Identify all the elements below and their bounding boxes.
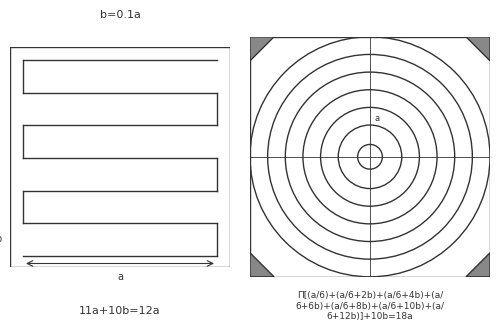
Polygon shape [250, 253, 274, 277]
Text: a: a [117, 272, 123, 282]
Text: Π[(a/6)+(a/6+2b)+(a/6+4b)+(a/
6+6b)+(a/6+8b)+(a/6+10b)+(a/
6+12b)]+10b=18a: Π[(a/6)+(a/6+2b)+(a/6+4b)+(a/ 6+6b)+(a/6… [296, 291, 444, 320]
Text: a: a [375, 114, 380, 123]
Polygon shape [250, 37, 274, 61]
Polygon shape [466, 37, 490, 61]
Text: b=0.1a: b=0.1a [100, 10, 140, 20]
Text: b: b [0, 235, 1, 244]
Text: 11a+10b=12a: 11a+10b=12a [79, 307, 161, 316]
Polygon shape [466, 253, 490, 277]
